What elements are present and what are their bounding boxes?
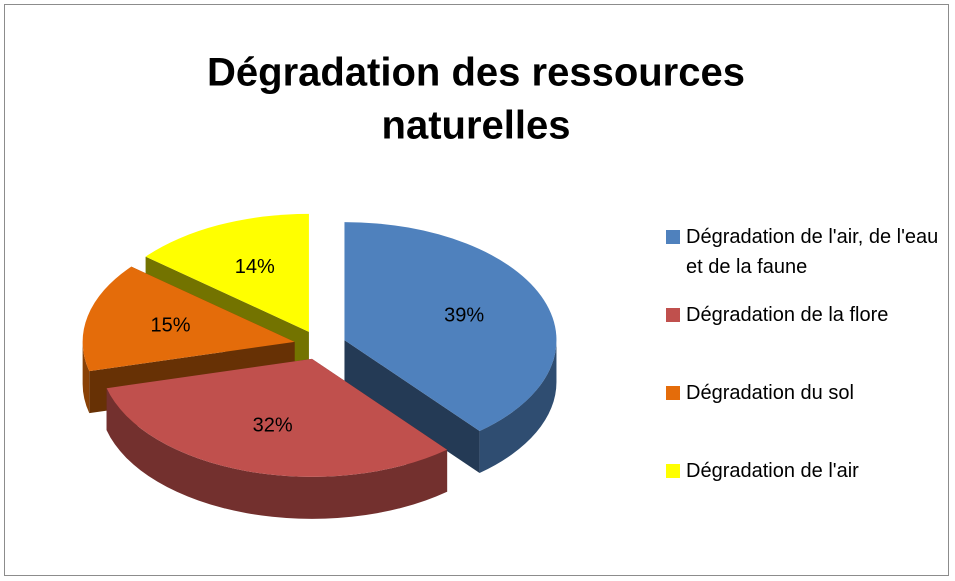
data-label: 32%: [253, 414, 293, 436]
legend-swatch: [666, 308, 680, 322]
slice-wall: [479, 340, 557, 473]
legend-label: Dégradation de l'air: [686, 460, 859, 482]
slice-wall: [82, 341, 90, 414]
slice: [344, 222, 557, 431]
legend-swatch: [666, 464, 680, 478]
legend-item: Dégradation de la flore: [666, 300, 951, 378]
data-label: 15%: [150, 315, 190, 337]
legend: Dégradation de l'air, de l'eau et de la …: [666, 222, 951, 534]
chart-border: [4, 4, 949, 576]
legend-label: Dégradation de la flore: [686, 304, 889, 326]
chart-title: Dégradation des ressources: [207, 51, 745, 95]
data-label: 14%: [235, 256, 275, 278]
legend-item: Dégradation de l'air, de l'eau et de la …: [666, 222, 951, 300]
slice: [145, 213, 309, 332]
slice: [82, 266, 295, 372]
data-label: 39%: [444, 304, 484, 326]
legend-label: Dégradation de l'air, de l'eau et de la …: [686, 226, 939, 278]
legend-swatch: [666, 386, 680, 400]
legend-label: Dégradation du sol: [686, 382, 854, 404]
slice-wall: [106, 388, 448, 519]
slice-side: [344, 340, 480, 473]
chart-title: naturelles: [382, 104, 571, 148]
legend-item: Dégradation du sol: [666, 378, 951, 456]
legend-swatch: [666, 230, 680, 244]
slice: [106, 358, 448, 477]
legend-item: Dégradation de l'air: [666, 456, 951, 534]
